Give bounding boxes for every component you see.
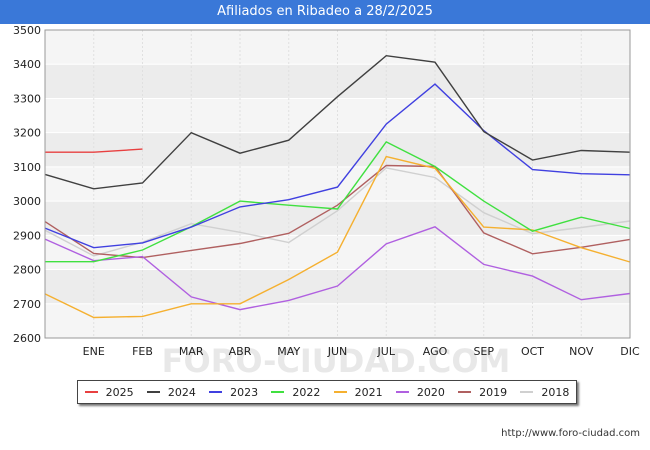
legend-swatch [209,391,223,393]
series-line-2022 [45,141,631,263]
legend: 2025 2024 2023 2022 2021 2020 2019 2018 [77,380,577,404]
legend-label: 2025 [105,385,134,399]
legend-swatch [271,391,285,393]
legend-swatch [333,391,347,393]
legend-label: 2019 [479,385,508,399]
legend-swatch [520,391,534,393]
legend-item-2020: 2020 [395,385,445,399]
x-tick-label: OCT [521,345,544,358]
y-axis-labels: 2600 2700 2800 2900 3000 3100 3200 3300 3400 3500 [13,24,41,345]
x-tick-label: MAR [179,345,204,358]
y-tick-label: 3400 [13,58,41,71]
series-line-2024 [44,54,631,190]
legend-label: 2020 [416,385,445,399]
legend-item-2019: 2019 [458,386,507,399]
series-line-2021 [44,155,631,319]
legend-item-2025: 2025 [84,385,134,399]
x-tick-label: ENE [83,345,105,358]
y-tick-label: 3000 [13,195,41,208]
legend-swatch [395,391,409,393]
series-lines [44,54,631,319]
x-tick-label: JUL [377,345,396,358]
x-tick-label: NOV [569,345,594,358]
y-tick-label: 2900 [13,229,41,242]
source-credit: http://www.foro-ciudad.com [501,428,640,439]
y-tick-label: 2700 [13,298,41,311]
chart-title: Afiliados en Ribadeo a 28/2/2025 [0,0,650,24]
legend-item-2024: 2024 [146,385,196,399]
x-tick-label: SEP [473,345,494,358]
legend-item-2022: 2022 [271,386,320,399]
y-tick-label: 3500 [13,24,41,37]
plot-frame [44,29,631,339]
x-tick-label: FEB [132,345,153,358]
y-tick-label: 2600 [13,332,41,345]
y-tick-label: 2800 [13,264,41,277]
series-line-2023 [44,83,631,249]
legend-swatch [146,391,160,393]
x-tick-label: DIC [620,345,640,358]
legend-item-2021: 2021 [333,385,383,399]
plot-band [45,64,630,99]
series-line-2020 [44,226,631,311]
legend-label: 2023 [230,385,259,399]
watermark: FORO-CIUDAD.COM [162,342,511,380]
legend-swatch [84,391,98,393]
series-line-2025 [45,148,143,153]
legend-item-2023: 2023 [209,386,258,399]
y-tick-label: 3200 [13,127,41,140]
x-axis-labels: ENE FEB MAR ABR MAY JUN JUL AGO SEP OCT NOV DIC [83,345,640,358]
legend-label: 2024 [167,385,196,399]
legend-label: 2022 [292,385,321,399]
legend-item-2018: 2018 [520,386,569,399]
x-tick-label: JUN [327,345,348,358]
y-tick-label: 3300 [13,92,41,105]
legend-label: 2018 [541,385,570,399]
series-line-2019 [44,164,631,259]
y-tick-label: 3100 [13,161,41,174]
x-tick-label: AGO [423,345,448,358]
legend-label: 2021 [354,385,383,399]
x-tick-label: MAY [277,345,300,358]
x-tick-label: ABR [229,345,252,358]
legend-swatch [458,391,472,393]
